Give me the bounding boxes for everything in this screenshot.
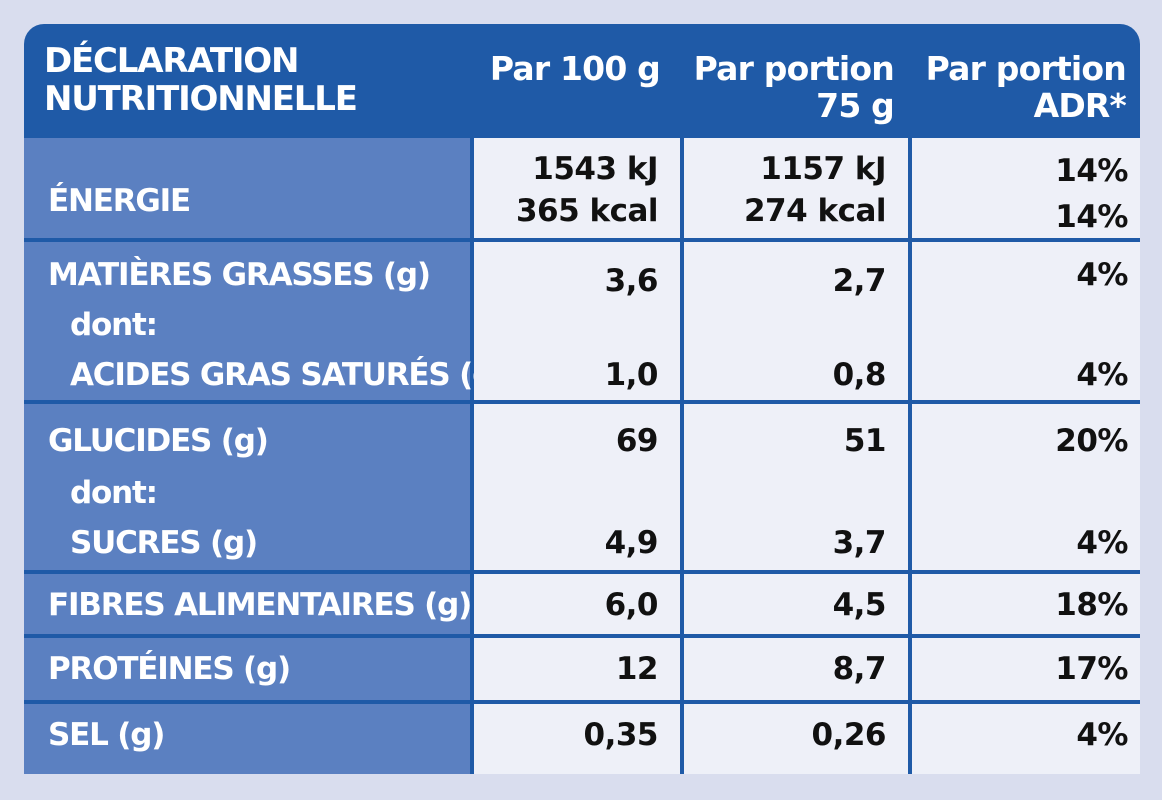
value-sub-adr: 4% [1076,525,1128,561]
value-adr: 20% [1055,423,1128,459]
row-label: MATIÈRES GRASSES (g) [48,257,431,293]
row-energie: ÉNERGIE 1543 kJ 365 kcal 1157 kJ 274 kca… [24,138,1140,238]
value-per100-kcal: 365 kcal [515,193,659,229]
value-sub-adr: 4% [1076,357,1128,393]
row-label: FIBRES ALIMENTAIRES (g) [48,587,472,623]
value-portion-kj: 1157 kJ [760,151,886,187]
row-glucides: GLUCIDES (g) dont: SUCRES (g) 69 4,9 51 … [24,404,1140,570]
value-per100: 3,6 [604,263,659,299]
value-portion: 8,7 [832,651,887,687]
value-adr: 17% [1055,651,1128,687]
row-dont-label: dont: [70,475,158,511]
value-portion: 51 [843,423,887,459]
row-label: GLUCIDES (g) [48,423,269,459]
nutrition-table: DÉCLARATION NUTRITIONNELLE Par 100 g Par… [24,24,1140,774]
value-sub-per100: 4,9 [604,525,659,561]
row-matieres-grasses: MATIÈRES GRASSES (g) dont: ACIDES GRAS S… [24,242,1140,400]
value-per100: 6,0 [604,587,659,623]
value-per100: 69 [615,423,659,459]
value-per100: 12 [615,651,659,687]
row-sub-label: SUCRES (g) [70,525,258,561]
col-header-per-portion: Par portion 75 g [693,49,895,125]
value-adr: 18% [1055,587,1128,623]
value-sub-per100: 1,0 [604,357,659,393]
value-adr: 4% [1076,717,1128,753]
row-proteines: PROTÉINES (g) 12 8,7 17% [24,638,1140,700]
value-portion: 2,7 [832,263,887,299]
value-adr: 4% [1076,257,1128,293]
value-per100-kj: 1543 kJ [532,151,658,187]
value-per100: 0,35 [583,717,659,753]
row-label: SEL (g) [48,717,165,753]
value-sub-portion: 0,8 [832,357,887,393]
value-portion: 0,26 [811,717,887,753]
row-fibres: FIBRES ALIMENTAIRES (g) 6,0 4,5 18% [24,574,1140,634]
col-header-per-100g: Par 100 g [489,49,661,88]
value-portion: 4,5 [832,587,887,623]
value-sub-portion: 3,7 [832,525,887,561]
row-label: PROTÉINES (g) [48,651,291,687]
table-title: DÉCLARATION NUTRITIONNELLE [44,41,358,119]
row-dont-label: dont: [70,307,158,343]
col-header-adr: Par portion ADR* [925,49,1127,125]
value-adr-kj: 14% [1055,153,1128,189]
row-sub-label: ACIDES GRAS SATURÉS (g) [70,357,507,393]
value-portion-kcal: 274 kcal [743,193,887,229]
table-header: DÉCLARATION NUTRITIONNELLE Par 100 g Par… [24,24,1140,132]
row-label: ÉNERGIE [48,183,191,219]
value-adr-kcal: 14% [1055,199,1128,235]
row-sel: SEL (g) 0,35 0,26 4% [24,704,1140,774]
